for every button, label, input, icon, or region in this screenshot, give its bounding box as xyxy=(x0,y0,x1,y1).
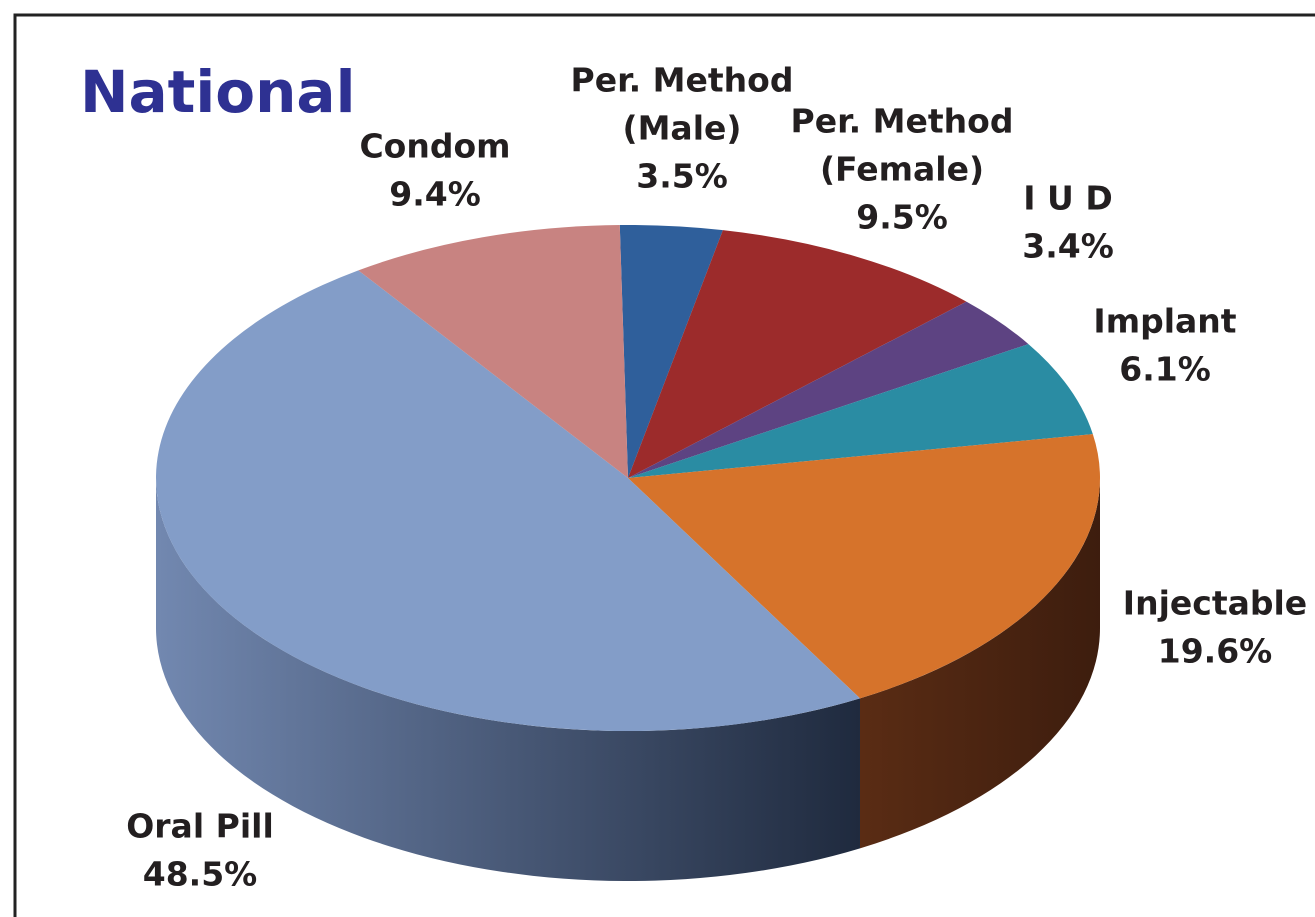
value-label: 19.6% xyxy=(1158,632,1273,671)
slice-label: Injectable xyxy=(1123,584,1307,623)
slice-label: Implant xyxy=(1093,302,1236,341)
pie-side xyxy=(859,478,1100,849)
pie-slice xyxy=(628,434,1100,699)
pie-slice xyxy=(628,230,967,478)
pie-slice xyxy=(155,270,860,732)
value-label: 9.5% xyxy=(856,198,948,237)
pie-slice xyxy=(628,344,1093,478)
pie-side xyxy=(156,478,860,881)
pie-slice xyxy=(358,225,628,478)
pie-slice xyxy=(619,225,723,478)
value-label: 48.5% xyxy=(143,855,258,894)
slice-label: Oral Pill xyxy=(126,807,274,846)
value-label: 6.1% xyxy=(1119,350,1211,389)
value-label: 9.4% xyxy=(389,175,481,214)
slice-label: I U D xyxy=(1023,179,1112,218)
pie-slice xyxy=(628,301,1029,478)
slice-label: (Male) xyxy=(623,109,742,148)
chart-title: National xyxy=(80,58,355,126)
slice-label: Condom xyxy=(359,127,510,166)
slice-label: Per. Method xyxy=(571,61,794,100)
value-label: 3.4% xyxy=(1022,227,1114,266)
value-label: 3.5% xyxy=(636,157,728,196)
slice-label: Per. Method xyxy=(791,102,1014,141)
slice-label: (Female) xyxy=(820,150,984,189)
